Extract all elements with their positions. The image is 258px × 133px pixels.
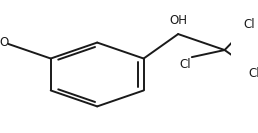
- Text: Cl: Cl: [179, 58, 191, 71]
- Text: OH: OH: [169, 14, 187, 27]
- Text: O: O: [0, 36, 9, 49]
- Text: Cl: Cl: [248, 67, 258, 80]
- Text: Cl: Cl: [243, 18, 255, 31]
